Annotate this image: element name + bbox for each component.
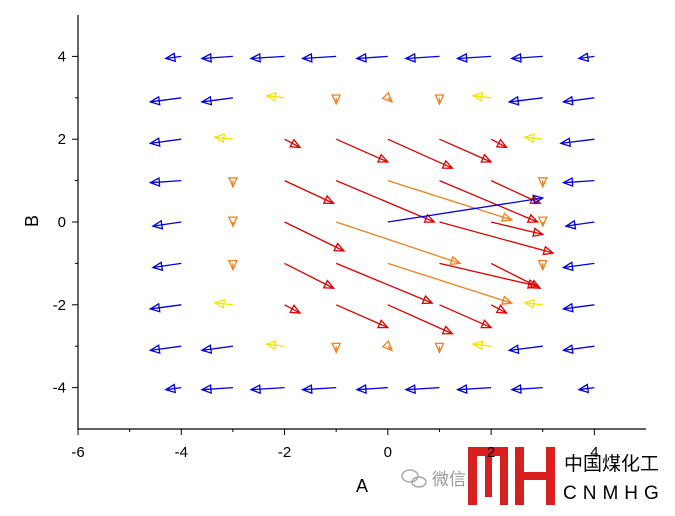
vector-arrow: [471, 340, 492, 351]
y-tick-label: -4: [53, 380, 66, 397]
vector-arrow: [439, 262, 540, 289]
logo-cn: 中国煤化工: [564, 453, 659, 475]
vector-arrow: [227, 259, 238, 272]
x-axis-label: A: [356, 476, 368, 496]
vector-arrow: [439, 180, 540, 223]
vector-arrow: [381, 91, 394, 104]
vector-arrow: [164, 52, 182, 63]
vector-arrow: [523, 133, 543, 144]
vector-arrow: [439, 138, 493, 163]
vector-arrow: [284, 221, 346, 252]
vector-arrow: [227, 216, 238, 228]
vector-arrow: [387, 262, 514, 305]
vector-arrow: [434, 342, 445, 355]
x-tick-label: 0: [384, 444, 392, 461]
vector-arrow: [335, 138, 390, 163]
vector-arrow: [510, 384, 543, 395]
vector-arrow: [455, 52, 492, 63]
vector-arrow: [200, 52, 233, 63]
vector-arrow: [148, 302, 182, 313]
vector-arrow: [559, 137, 595, 148]
x-tick-label: 2: [487, 444, 495, 461]
vector-arrow: [213, 298, 233, 309]
vector-arrow: [148, 137, 182, 148]
vector-arrow: [439, 221, 555, 256]
vector-arrow: [490, 304, 508, 314]
x-tick-label: -4: [175, 444, 188, 461]
vector-arrow: [510, 52, 543, 63]
vector-arrow: [561, 261, 595, 272]
vector-arrow: [561, 344, 595, 355]
vector-arrow: [284, 262, 336, 289]
vector-arrow: [387, 179, 514, 222]
vector-arrow: [151, 219, 182, 230]
vector-arrow: [439, 304, 493, 329]
vector-arrow: [434, 94, 445, 106]
vector-arrow: [561, 95, 595, 106]
vector-arrow: [381, 339, 394, 352]
vector-arrow: [301, 52, 337, 63]
vector-arrow: [301, 384, 337, 395]
vector-arrow: [537, 259, 548, 272]
vector-arrow: [490, 262, 542, 289]
vector-arrow: [335, 221, 462, 266]
vector-arrow: [331, 342, 342, 355]
vector-arrow: [490, 138, 508, 149]
vector-arrow: [335, 304, 390, 329]
vector-arrow: [471, 91, 492, 102]
vector-arrow: [404, 52, 440, 63]
vector-arrow: [213, 133, 233, 144]
vector-arrow: [284, 180, 336, 205]
vector-arrow: [355, 384, 388, 395]
vector-arrow: [537, 177, 548, 189]
vector-arrow: [335, 262, 434, 305]
vector-arrow: [164, 383, 182, 394]
vector-arrow: [227, 177, 238, 189]
vector-arrow: [387, 194, 545, 223]
vector-arrow: [335, 180, 436, 223]
vector-arrow: [148, 95, 182, 106]
vector-arrow: [455, 384, 492, 395]
x-tick-label: -2: [278, 444, 291, 461]
vector-arrow: [490, 221, 545, 238]
vector-arrow: [355, 52, 388, 63]
vector-arrow: [561, 302, 595, 313]
vector-arrow: [331, 94, 342, 106]
y-tick-label: 4: [58, 48, 66, 65]
vector-arrow: [564, 219, 595, 230]
y-tick-label: -2: [53, 297, 66, 314]
y-tick-label: 0: [58, 214, 66, 231]
wechat-icon: [401, 469, 427, 488]
x-tick-label: -6: [71, 444, 84, 461]
vector-arrow: [200, 384, 233, 395]
vector-arrow: [507, 344, 543, 355]
vector-arrow: [148, 177, 182, 188]
vector-arrow: [264, 340, 285, 351]
x-tick-label: 4: [590, 444, 598, 461]
vector-arrow: [577, 52, 595, 63]
vector-arrow: [387, 304, 454, 335]
vector-arrow: [249, 52, 285, 63]
vector-arrow: [577, 383, 595, 394]
y-tick-label: 2: [58, 131, 66, 148]
vector-arrow: [387, 138, 454, 169]
vector-arrow: [561, 177, 595, 188]
vector-arrow: [200, 95, 233, 106]
vector-arrow: [151, 261, 182, 272]
logo-mark: [468, 447, 555, 505]
vector-arrow: [507, 95, 543, 106]
logo-en: CNMHG: [563, 483, 665, 504]
y-axis-label: B: [22, 215, 42, 227]
vector-arrow: [523, 298, 543, 309]
vector-arrow: [148, 344, 182, 355]
vector-arrow: [537, 216, 548, 228]
vector-arrow: [264, 91, 285, 102]
vector-arrow: [404, 384, 440, 395]
watermark-text: 微信: [432, 470, 466, 489]
vector-arrow: [284, 304, 302, 314]
vector-arrow: [200, 344, 233, 355]
vector-arrow: [249, 384, 285, 395]
vector-arrow: [284, 138, 302, 149]
